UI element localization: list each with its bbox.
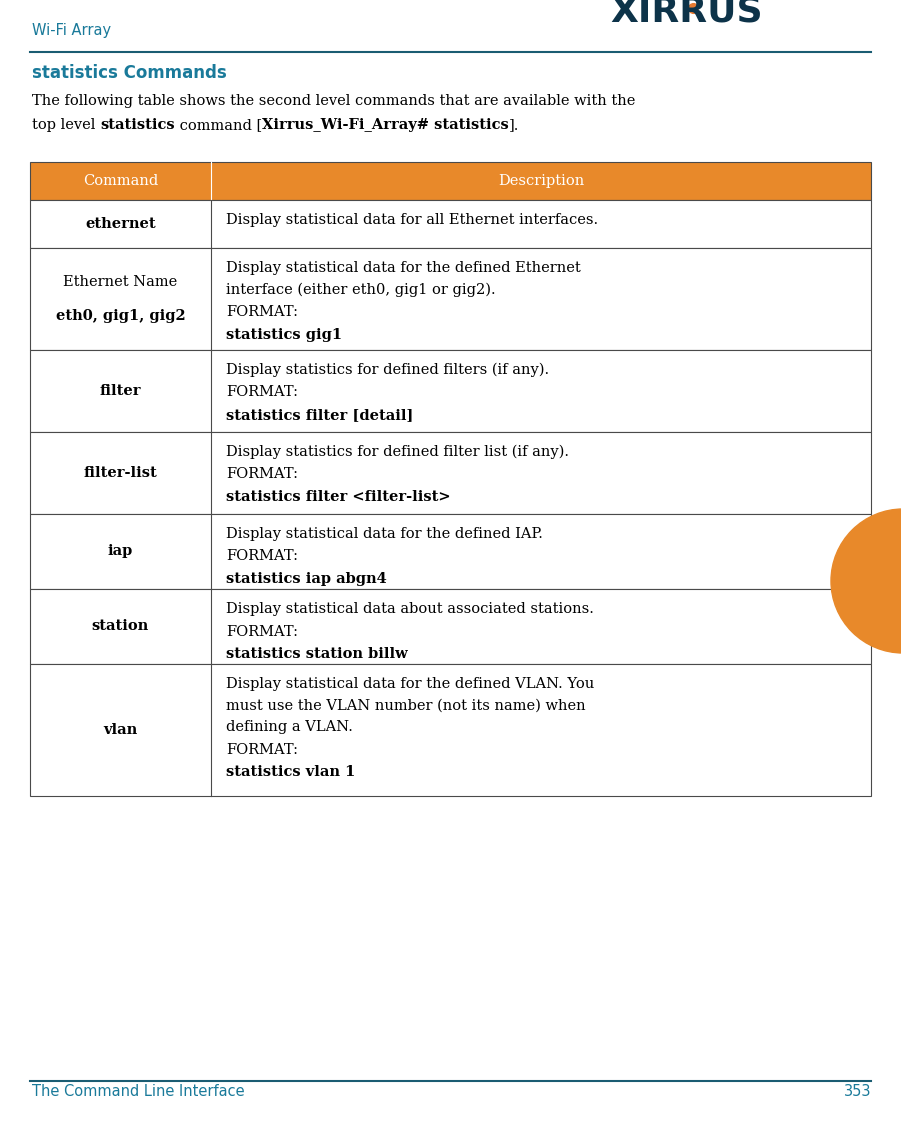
Text: FORMAT:: FORMAT: xyxy=(226,550,298,563)
Text: The Command Line Interface: The Command Line Interface xyxy=(32,1084,245,1099)
Bar xyxy=(30,589,871,664)
Text: statistics iap abgn4: statistics iap abgn4 xyxy=(226,572,387,586)
Text: The following table shows the second level commands that are available with the: The following table shows the second lev… xyxy=(32,94,635,108)
Text: interface (either eth0, gig1 or gig2).: interface (either eth0, gig1 or gig2). xyxy=(226,282,496,297)
Text: Display statistical data for the defined Ethernet: Display statistical data for the defined… xyxy=(226,261,580,275)
Bar xyxy=(30,248,871,350)
Text: Display statistical data for all Ethernet interfaces.: Display statistical data for all Etherne… xyxy=(226,213,598,227)
Text: FORMAT:: FORMAT: xyxy=(226,624,298,639)
Text: FORMAT:: FORMAT: xyxy=(226,385,298,400)
Text: Display statistical data about associated stations.: Display statistical data about associate… xyxy=(226,602,594,616)
Text: filter: filter xyxy=(100,384,141,398)
Text: statistics station billw: statistics station billw xyxy=(226,647,407,661)
Text: Display statistics for defined filters (if any).: Display statistics for defined filters (… xyxy=(226,363,549,377)
Text: statistics vlan 1: statistics vlan 1 xyxy=(226,765,355,780)
Text: statistics: statistics xyxy=(100,118,175,133)
Text: ethernet: ethernet xyxy=(85,218,156,231)
Text: must use the VLAN number (not its name) when: must use the VLAN number (not its name) … xyxy=(226,699,586,713)
Text: statistics gig1: statistics gig1 xyxy=(226,327,342,341)
Text: Command: Command xyxy=(83,174,158,188)
Bar xyxy=(30,162,871,201)
Text: vlan: vlan xyxy=(104,723,138,736)
Text: Xirrus_Wi-Fi_Array# statistics: Xirrus_Wi-Fi_Array# statistics xyxy=(262,118,509,133)
Text: defining a VLAN.: defining a VLAN. xyxy=(226,719,352,734)
Text: XIRRUS: XIRRUS xyxy=(610,0,762,28)
Text: iap: iap xyxy=(108,545,133,559)
Text: Description: Description xyxy=(497,174,584,188)
Text: Ethernet Name: Ethernet Name xyxy=(63,274,177,289)
Text: Display statistical data for the defined IAP.: Display statistical data for the defined… xyxy=(226,527,542,540)
Bar xyxy=(30,514,871,589)
Text: top level: top level xyxy=(32,118,100,133)
Bar xyxy=(30,201,871,248)
Text: command [: command [ xyxy=(175,118,262,133)
Bar xyxy=(30,350,871,432)
Text: ].: ]. xyxy=(509,118,519,133)
Text: statistics Commands: statistics Commands xyxy=(32,63,227,82)
Text: statistics filter [detail]: statistics filter [detail] xyxy=(226,408,414,421)
Circle shape xyxy=(831,509,901,653)
Text: FORMAT:: FORMAT: xyxy=(226,305,298,320)
Text: FORMAT:: FORMAT: xyxy=(226,468,298,482)
Text: station: station xyxy=(92,620,149,633)
Text: FORMAT:: FORMAT: xyxy=(226,742,298,757)
Text: Display statistical data for the defined VLAN. You: Display statistical data for the defined… xyxy=(226,678,594,691)
Text: filter-list: filter-list xyxy=(84,466,158,480)
Bar xyxy=(30,664,871,796)
Text: statistics filter <filter-list>: statistics filter <filter-list> xyxy=(226,489,450,504)
Text: eth0, gig1, gig2: eth0, gig1, gig2 xyxy=(56,309,186,323)
Bar xyxy=(30,432,871,514)
Text: Display statistics for defined filter list (if any).: Display statistics for defined filter li… xyxy=(226,445,569,459)
Text: 353: 353 xyxy=(843,1084,871,1099)
Text: Wi-Fi Array: Wi-Fi Array xyxy=(32,23,111,39)
